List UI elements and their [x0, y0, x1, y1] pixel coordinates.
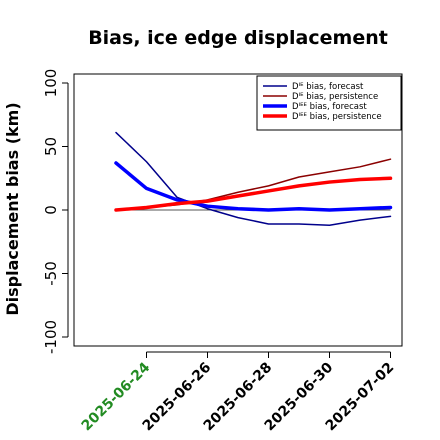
series-line-4 — [114, 176, 393, 212]
series-line-1 — [115, 131, 392, 226]
y-tick-label: 0 — [42, 205, 60, 215]
legend-label-2: Dᴵᴱ bias, persistence — [292, 92, 378, 102]
y-axis-label: Displacement bias (km) — [3, 102, 22, 315]
legend-box — [256, 75, 402, 131]
y-tick-label: 100 — [42, 69, 60, 98]
legend-label-4: Dᴵᴱᴱ bias, persistence — [292, 112, 382, 122]
series-line-3 — [114, 161, 393, 212]
y-axis: -100 -50 0 50 100 — [42, 69, 69, 354]
series-layer — [114, 131, 393, 226]
legend-label-3: Dᴵᴱᴱ bias, forecast — [292, 102, 367, 112]
y-tick-label: 50 — [42, 137, 60, 156]
chart-title: Bias, ice edge displacement — [88, 27, 388, 49]
x-axis: 2025-06-242025-06-262025-06-282025-06-30… — [79, 351, 397, 434]
legend-label-1: Dᴵᴱ bias, forecast — [292, 82, 364, 92]
y-tick-label: -50 — [42, 261, 60, 286]
plot-frame — [73, 73, 403, 347]
y-tick-label: -100 — [42, 320, 60, 354]
series-line-2 — [115, 158, 392, 211]
